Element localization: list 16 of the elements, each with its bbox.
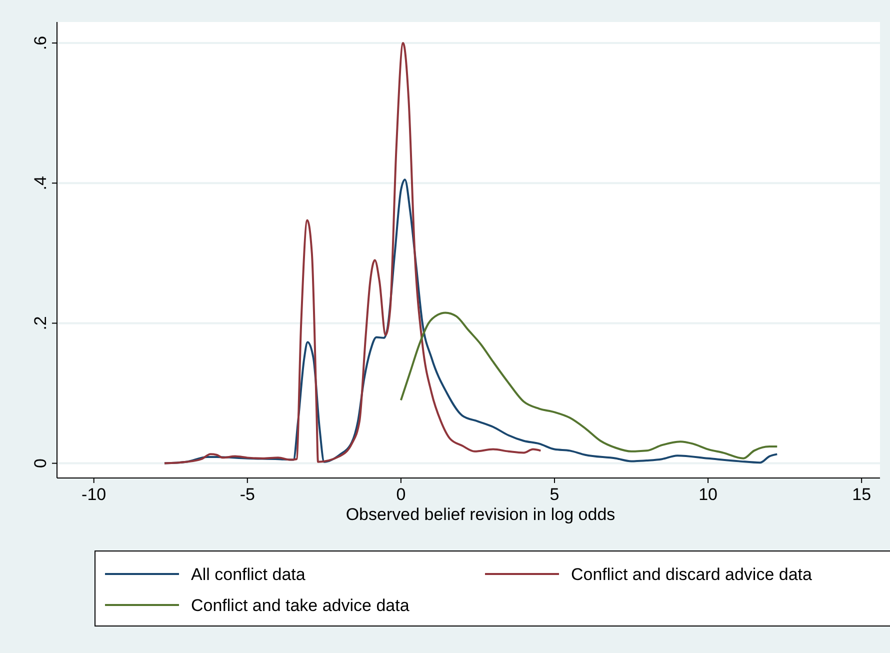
line-series (400, 312, 778, 460)
legend-label: Conflict and take advice data (191, 596, 410, 615)
legend-label: Conflict and discard advice data (571, 565, 813, 584)
x-tick-label: -5 (240, 485, 255, 504)
y-tick-label: .6 (31, 36, 50, 50)
y-tick-label: 0 (31, 458, 50, 468)
legend-label: All conflict data (191, 565, 306, 584)
x-tick-label: 15 (852, 485, 872, 504)
x-tick-label: 10 (698, 485, 718, 504)
y-tick-label: .2 (31, 316, 50, 330)
x-tick-label: 5 (550, 485, 560, 504)
x-axis-title: Observed belief revision in log odds (346, 505, 616, 524)
x-tick-label: 0 (396, 485, 406, 504)
line-series (163, 42, 542, 464)
y-tick-label: .4 (31, 176, 50, 190)
x-tick-label: -10 (82, 485, 106, 504)
